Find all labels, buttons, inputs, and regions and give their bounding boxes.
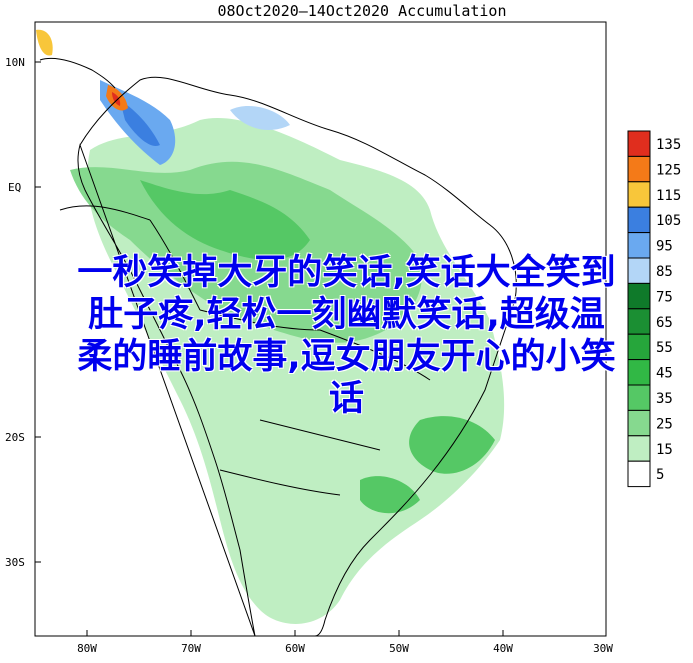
legend-swatch (627, 155, 651, 183)
lon-label-60w: 60W (285, 642, 305, 655)
legend-label: 35 (656, 391, 673, 407)
lon-label-80w: 80W (77, 642, 97, 655)
legend-swatch (627, 460, 651, 488)
legend-label: 115 (656, 188, 681, 204)
lon-label-40w: 40W (493, 642, 513, 655)
lon-label-30w: 30W (593, 642, 613, 655)
legend-label: 5 (656, 467, 664, 483)
lon-label-70w: 70W (181, 642, 201, 655)
legend-label: 65 (656, 315, 673, 331)
legend-swatch (627, 181, 651, 208)
lon-label-50w: 50W (389, 642, 409, 655)
lat-ticks (35, 61, 41, 563)
map-title: 08Oct2020—14Oct2020 Accumulation (218, 2, 507, 20)
lat-label-10n: 10N (5, 56, 25, 69)
coastlines (39, 57, 517, 637)
legend-label: 105 (656, 213, 681, 229)
overlay-headline: 一秒笑掉大牙的笑话,笑话大全笑到 肚子疼,轻松一刻幽默笑话,超级温 柔的睡前故事… (0, 252, 693, 420)
overlay-line-2: 肚子疼,轻松一刻幽默笑话,超级温 (88, 295, 605, 335)
legend-swatch (627, 206, 651, 234)
legend-label: 135 (656, 137, 681, 153)
lat-label-eq: EQ (8, 181, 21, 194)
overlay-line-3: 柔的睡前故事,逗女朋友开心的小笑 (77, 337, 616, 377)
legend-swatch (627, 435, 651, 462)
overlay-line-4: 话 (328, 379, 364, 419)
legend-label: 25 (656, 416, 673, 432)
legend-label: 85 (656, 264, 673, 280)
legend: 135 125 115 105 95 85 75 65 55 45 35 25 15 5 (627, 130, 681, 488)
legend-label: 45 (656, 366, 673, 382)
precipitation-shading (36, 29, 505, 624)
legend-label: 55 (656, 340, 673, 356)
legend-label: 75 (656, 289, 673, 305)
lon-ticks (86, 630, 504, 636)
legend-label: 125 (656, 162, 681, 178)
legend-label: 15 (656, 442, 673, 458)
legend-swatch (627, 130, 651, 157)
overlay-line-1: 一秒笑掉大牙的笑话,笑话大全笑到 (77, 253, 616, 293)
lat-label-20s: 20S (5, 431, 25, 444)
lat-label-30s: 30S (5, 556, 25, 569)
legend-label: 95 (656, 239, 673, 255)
